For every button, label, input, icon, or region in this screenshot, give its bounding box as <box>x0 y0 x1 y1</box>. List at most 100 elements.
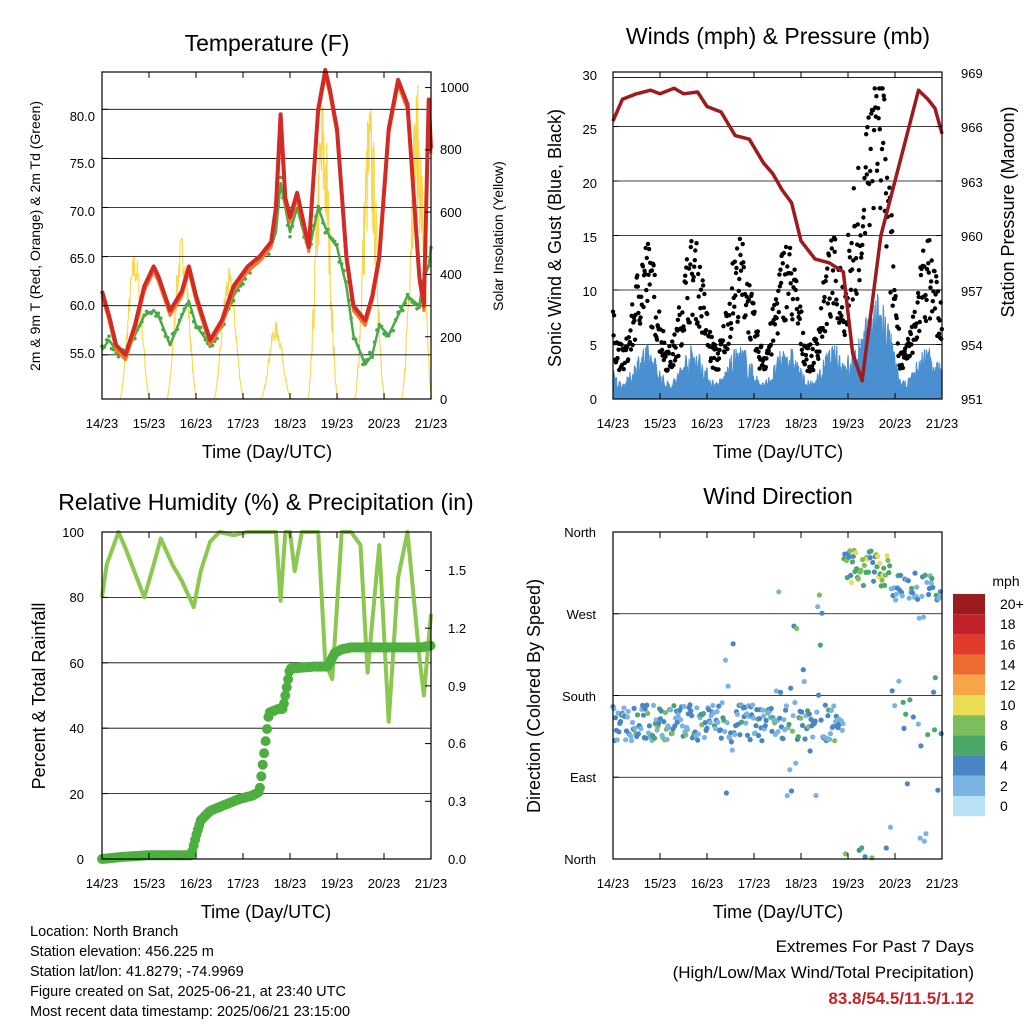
direction-point <box>832 738 838 744</box>
gust-point <box>777 284 783 289</box>
direction-point <box>669 730 675 737</box>
direction-point <box>679 723 686 729</box>
direction-point <box>744 732 751 738</box>
gust-point <box>810 346 815 352</box>
gust-point <box>915 300 920 305</box>
gust-point <box>856 165 861 171</box>
direction-point <box>728 739 735 745</box>
direction-panel: Wind Direction North West South East Nor… <box>524 483 1024 922</box>
gust-point <box>809 353 814 359</box>
direction-point <box>777 689 784 695</box>
gust-point <box>817 349 822 354</box>
gust-point <box>670 351 675 357</box>
dewpoint-point <box>166 335 170 340</box>
direction-point <box>717 727 724 733</box>
direction-point <box>710 702 716 709</box>
direction-point <box>916 615 922 621</box>
precip-point <box>283 674 294 685</box>
direction-point <box>714 709 720 715</box>
solar-day-trace <box>306 105 339 400</box>
figure-created: Figure created on Sat, 2025-06-21, at 23… <box>30 984 346 1000</box>
dewpoint-point <box>180 312 184 317</box>
gust-point <box>825 301 831 306</box>
dewpoint-point <box>361 362 365 367</box>
time-tick-label: 19/23 <box>321 876 354 891</box>
gust-point <box>747 283 752 288</box>
direction-point <box>675 713 681 719</box>
direction-point <box>694 705 700 711</box>
gust-point <box>928 279 934 284</box>
dewpoint-point <box>201 331 205 336</box>
precip-point <box>259 748 270 759</box>
dewpoint-point <box>396 310 400 315</box>
direction-point <box>847 548 853 554</box>
gust-point <box>772 322 778 327</box>
legend-label: 20+ <box>1000 596 1024 612</box>
direction-point <box>634 712 641 718</box>
direction-point <box>876 560 883 566</box>
direction-point <box>922 572 928 578</box>
direction-point <box>830 724 836 730</box>
gust-point <box>830 268 836 273</box>
dewpoint-point <box>311 224 316 228</box>
gust-point <box>921 248 926 253</box>
direction-point <box>788 788 795 794</box>
direction-point <box>712 725 719 732</box>
direction-point <box>929 575 935 582</box>
gust-point <box>874 168 880 173</box>
gust-point <box>692 258 697 263</box>
dewpoint-point <box>316 204 321 209</box>
gust-point <box>888 290 893 295</box>
dewpoint-point <box>154 314 158 318</box>
time-tick-label: 16/23 <box>691 876 724 891</box>
gust-point <box>887 185 892 190</box>
dewpoint-point <box>140 319 144 324</box>
direction-point <box>882 582 888 589</box>
direction-point <box>628 733 634 739</box>
gust-point <box>768 342 774 347</box>
gust-point <box>797 316 802 322</box>
precip-tick-label: 1.2 <box>448 621 466 636</box>
gust-point <box>778 280 784 286</box>
gust-point <box>821 299 827 304</box>
gust-point <box>679 342 684 347</box>
dewpoint-point <box>337 260 342 264</box>
direction-point <box>887 824 894 830</box>
direction-point <box>879 577 885 583</box>
direction-point <box>768 705 774 712</box>
wind-tick-label: 10 <box>583 284 597 299</box>
gust-point <box>714 346 719 352</box>
gust-point <box>795 321 801 326</box>
gust-point <box>640 264 646 269</box>
gust-point <box>746 330 751 335</box>
direction-point <box>780 736 786 742</box>
direction-point <box>788 685 794 691</box>
gust-point <box>722 350 727 355</box>
dewpoint-point <box>177 318 182 323</box>
gust-point <box>657 309 662 314</box>
legend-swatch <box>953 654 985 675</box>
humidity-plot-frame <box>101 531 432 860</box>
dewpoint-point <box>203 337 208 342</box>
dewpoint-point <box>314 214 318 219</box>
direction-point <box>899 593 905 599</box>
gust-point <box>755 332 760 338</box>
gust-point <box>933 292 938 297</box>
gust-point <box>690 278 696 283</box>
gust-point <box>687 320 692 325</box>
direction-point <box>707 720 713 726</box>
legend-label: 16 <box>1000 636 1016 652</box>
gust-point <box>903 346 908 351</box>
legend-label: 14 <box>1000 657 1016 673</box>
dewpoint-point <box>104 338 109 342</box>
gust-point <box>746 297 752 302</box>
gust-point <box>800 351 805 357</box>
gust-point <box>663 354 668 359</box>
gust-point <box>804 357 809 362</box>
time-tick-label: 15/23 <box>133 876 166 891</box>
direction-ylabel: Direction (Colored By Speed) <box>524 579 544 813</box>
dewpoint-point <box>323 230 328 235</box>
temperature-ylabel-left: 2m & 9m T (Red, Orange) & 2m Td (Green) <box>27 101 43 371</box>
gust-point <box>729 286 735 291</box>
winds-ylabel-right: Station Pressure (Maroon) <box>998 106 1018 317</box>
